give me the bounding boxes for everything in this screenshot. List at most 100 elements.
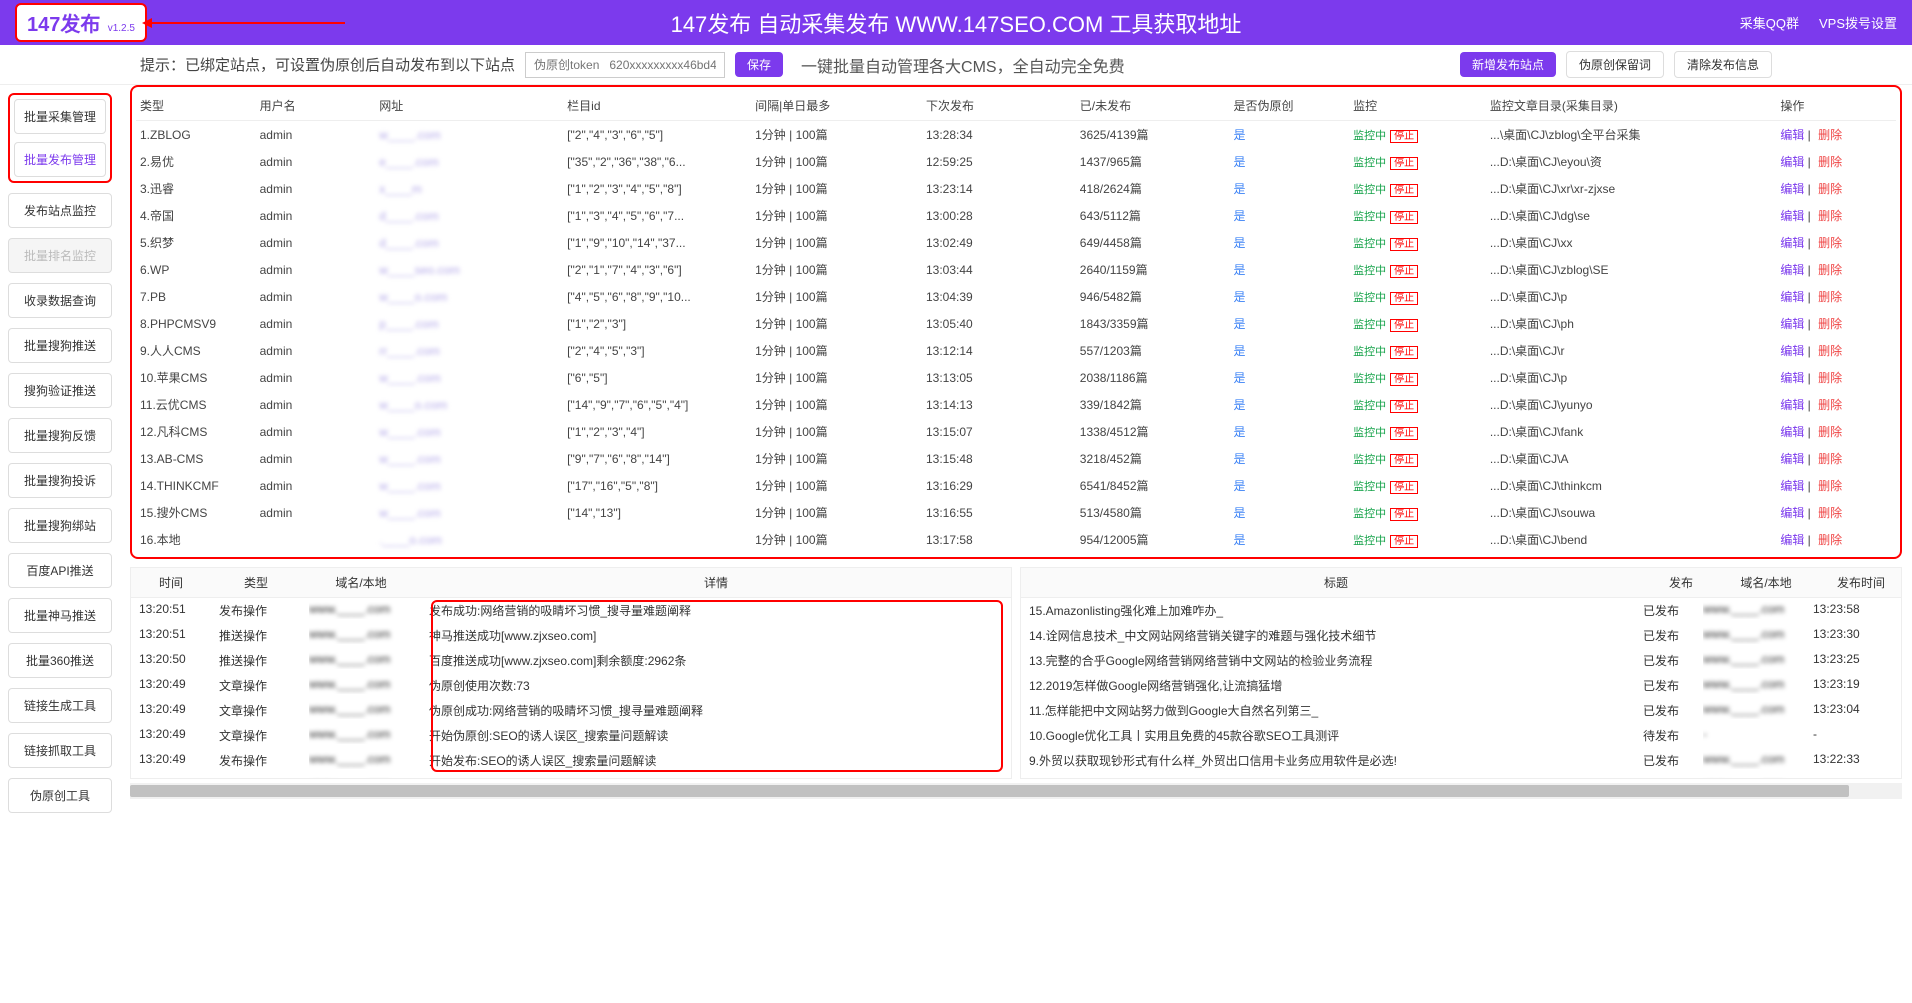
edit-link[interactable]: 编辑 [1780,452,1804,466]
sidebar-item[interactable]: 批量搜狗投诉 [8,463,112,498]
horizontal-scrollbar[interactable] [130,783,1902,799]
fake-original-link[interactable]: 是 [1234,371,1246,385]
fake-original-link[interactable]: 是 [1234,236,1246,250]
fake-original-link[interactable]: 是 [1234,479,1246,493]
fake-original-link[interactable]: 是 [1234,263,1246,277]
stop-button[interactable]: 停止 [1390,292,1418,305]
edit-link[interactable]: 编辑 [1780,344,1804,358]
fake-original-link[interactable]: 是 [1234,209,1246,223]
sidebar-item[interactable]: 批量360推送 [8,643,112,678]
sidebar-item[interactable]: 收录数据查询 [8,283,112,318]
fake-original-link[interactable]: 是 [1234,290,1246,304]
stop-button[interactable]: 停止 [1390,535,1418,548]
sidebar-item[interactable]: 伪原创工具 [8,778,112,813]
add-site-button[interactable]: 新增发布站点 [1460,52,1556,77]
fake-original-link[interactable]: 是 [1234,128,1246,142]
logo: 147发布 v1.2.5 [15,3,147,42]
table-row: 14.THINKCMFadminw____.com["17","16","5",… [136,472,1896,499]
delete-link[interactable]: 删除 [1818,128,1842,142]
stop-button[interactable]: 停止 [1390,481,1418,494]
edit-link[interactable]: 编辑 [1780,128,1804,142]
delete-link[interactable]: 删除 [1818,479,1842,493]
edit-link[interactable]: 编辑 [1780,182,1804,196]
delete-link[interactable]: 删除 [1818,182,1842,196]
stop-button[interactable]: 停止 [1390,157,1418,170]
sidebar-item[interactable]: 批量神马推送 [8,598,112,633]
edit-link[interactable]: 编辑 [1780,533,1804,547]
edit-link[interactable]: 编辑 [1780,290,1804,304]
sidebar-highlight-box: 批量采集管理 批量发布管理 [8,93,112,183]
clear-info-button[interactable]: 清除发布信息 [1674,51,1772,78]
fake-original-link[interactable]: 是 [1234,506,1246,520]
log-row: 12.2019怎样做Google网络营销强化,让流搞猛增已发布www.____.… [1021,673,1901,698]
sidebar-item[interactable]: 批量搜狗绑站 [8,508,112,543]
delete-link[interactable]: 删除 [1818,236,1842,250]
stop-button[interactable]: 停止 [1390,184,1418,197]
stop-button[interactable]: 停止 [1390,400,1418,413]
hint-text: 提示：已绑定站点，可设置伪原创后自动发布到以下站点 [140,54,515,75]
edit-link[interactable]: 编辑 [1780,398,1804,412]
edit-link[interactable]: 编辑 [1780,236,1804,250]
fake-original-link[interactable]: 是 [1234,533,1246,547]
fake-original-link[interactable]: 是 [1234,317,1246,331]
stop-button[interactable]: 停止 [1390,319,1418,332]
stop-button[interactable]: 停止 [1390,238,1418,251]
edit-link[interactable]: 编辑 [1780,479,1804,493]
stop-button[interactable]: 停止 [1390,346,1418,359]
stop-button[interactable]: 停止 [1390,373,1418,386]
delete-link[interactable]: 删除 [1818,533,1842,547]
sidebar-collect-mgmt[interactable]: 批量采集管理 [14,99,106,134]
delete-link[interactable]: 删除 [1818,317,1842,331]
fake-original-link[interactable]: 是 [1234,425,1246,439]
delete-link[interactable]: 删除 [1818,155,1842,169]
sidebar-item[interactable]: 批量搜狗反馈 [8,418,112,453]
delete-link[interactable]: 删除 [1818,344,1842,358]
fake-original-link[interactable]: 是 [1234,155,1246,169]
edit-link[interactable]: 编辑 [1780,209,1804,223]
table-row: 9.人人CMSadminrr____.com["2","4","5","3"]1… [136,337,1896,364]
sidebar-item[interactable]: 链接生成工具 [8,688,112,723]
delete-link[interactable]: 删除 [1818,398,1842,412]
vps-settings-link[interactable]: VPS拨号设置 [1819,13,1897,32]
table-row: 7.PBadminw____o.com["4","5","6","8","9",… [136,283,1896,310]
delete-link[interactable]: 删除 [1818,371,1842,385]
edit-link[interactable]: 编辑 [1780,317,1804,331]
delete-link[interactable]: 删除 [1818,263,1842,277]
fake-original-link[interactable]: 是 [1234,344,1246,358]
stop-button[interactable]: 停止 [1390,211,1418,224]
edit-link[interactable]: 编辑 [1780,371,1804,385]
stop-button[interactable]: 停止 [1390,454,1418,467]
sidebar-item[interactable]: 链接抓取工具 [8,733,112,768]
table-row: 6.WPadminw____seo.com["2","1","7","4","3… [136,256,1896,283]
fake-original-link[interactable]: 是 [1234,398,1246,412]
qq-group-link[interactable]: 采集QQ群 [1740,13,1799,32]
delete-link[interactable]: 删除 [1818,506,1842,520]
fake-original-link[interactable]: 是 [1234,452,1246,466]
retain-words-button[interactable]: 伪原创保留词 [1566,51,1664,78]
sidebar-item[interactable]: 发布站点监控 [8,193,112,228]
sidebar-publish-mgmt[interactable]: 批量发布管理 [14,142,106,177]
log-left-panel: 时间类型域名/本地详情 13:20:51发布操作www.____.com发布成功… [130,567,1012,779]
sidebar-item[interactable]: 批量搜狗推送 [8,328,112,363]
stop-button[interactable]: 停止 [1390,427,1418,440]
delete-link[interactable]: 删除 [1818,425,1842,439]
sidebar-item[interactable]: 搜狗验证推送 [8,373,112,408]
delete-link[interactable]: 删除 [1818,452,1842,466]
sidebar-item[interactable]: 百度API推送 [8,553,112,588]
fake-original-link[interactable]: 是 [1234,182,1246,196]
edit-link[interactable]: 编辑 [1780,425,1804,439]
annotation-arrow [145,22,345,24]
stop-button[interactable]: 停止 [1390,508,1418,521]
table-row: 16.本地.____o.com1分钟 | 100篇13:17:58954/120… [136,526,1896,553]
stop-button[interactable]: 停止 [1390,130,1418,143]
stop-button[interactable]: 停止 [1390,265,1418,278]
token-input[interactable] [525,52,725,78]
delete-link[interactable]: 删除 [1818,290,1842,304]
table-header: 是否伪原创 [1230,91,1350,121]
table-row: 10.苹果CMSadminw____.com["6","5"]1分钟 | 100… [136,364,1896,391]
edit-link[interactable]: 编辑 [1780,155,1804,169]
delete-link[interactable]: 删除 [1818,209,1842,223]
edit-link[interactable]: 编辑 [1780,506,1804,520]
edit-link[interactable]: 编辑 [1780,263,1804,277]
save-button[interactable]: 保存 [735,52,783,77]
